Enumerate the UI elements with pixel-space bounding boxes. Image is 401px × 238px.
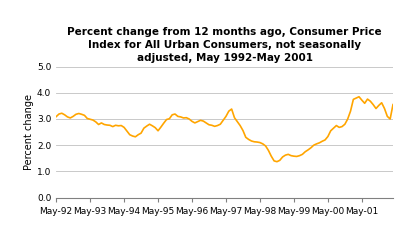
Y-axis label: Percent change: Percent change bbox=[24, 94, 34, 170]
Title: Percent change from 12 months ago, Consumer Price
Index for All Urban Consumers,: Percent change from 12 months ago, Consu… bbox=[67, 27, 382, 63]
